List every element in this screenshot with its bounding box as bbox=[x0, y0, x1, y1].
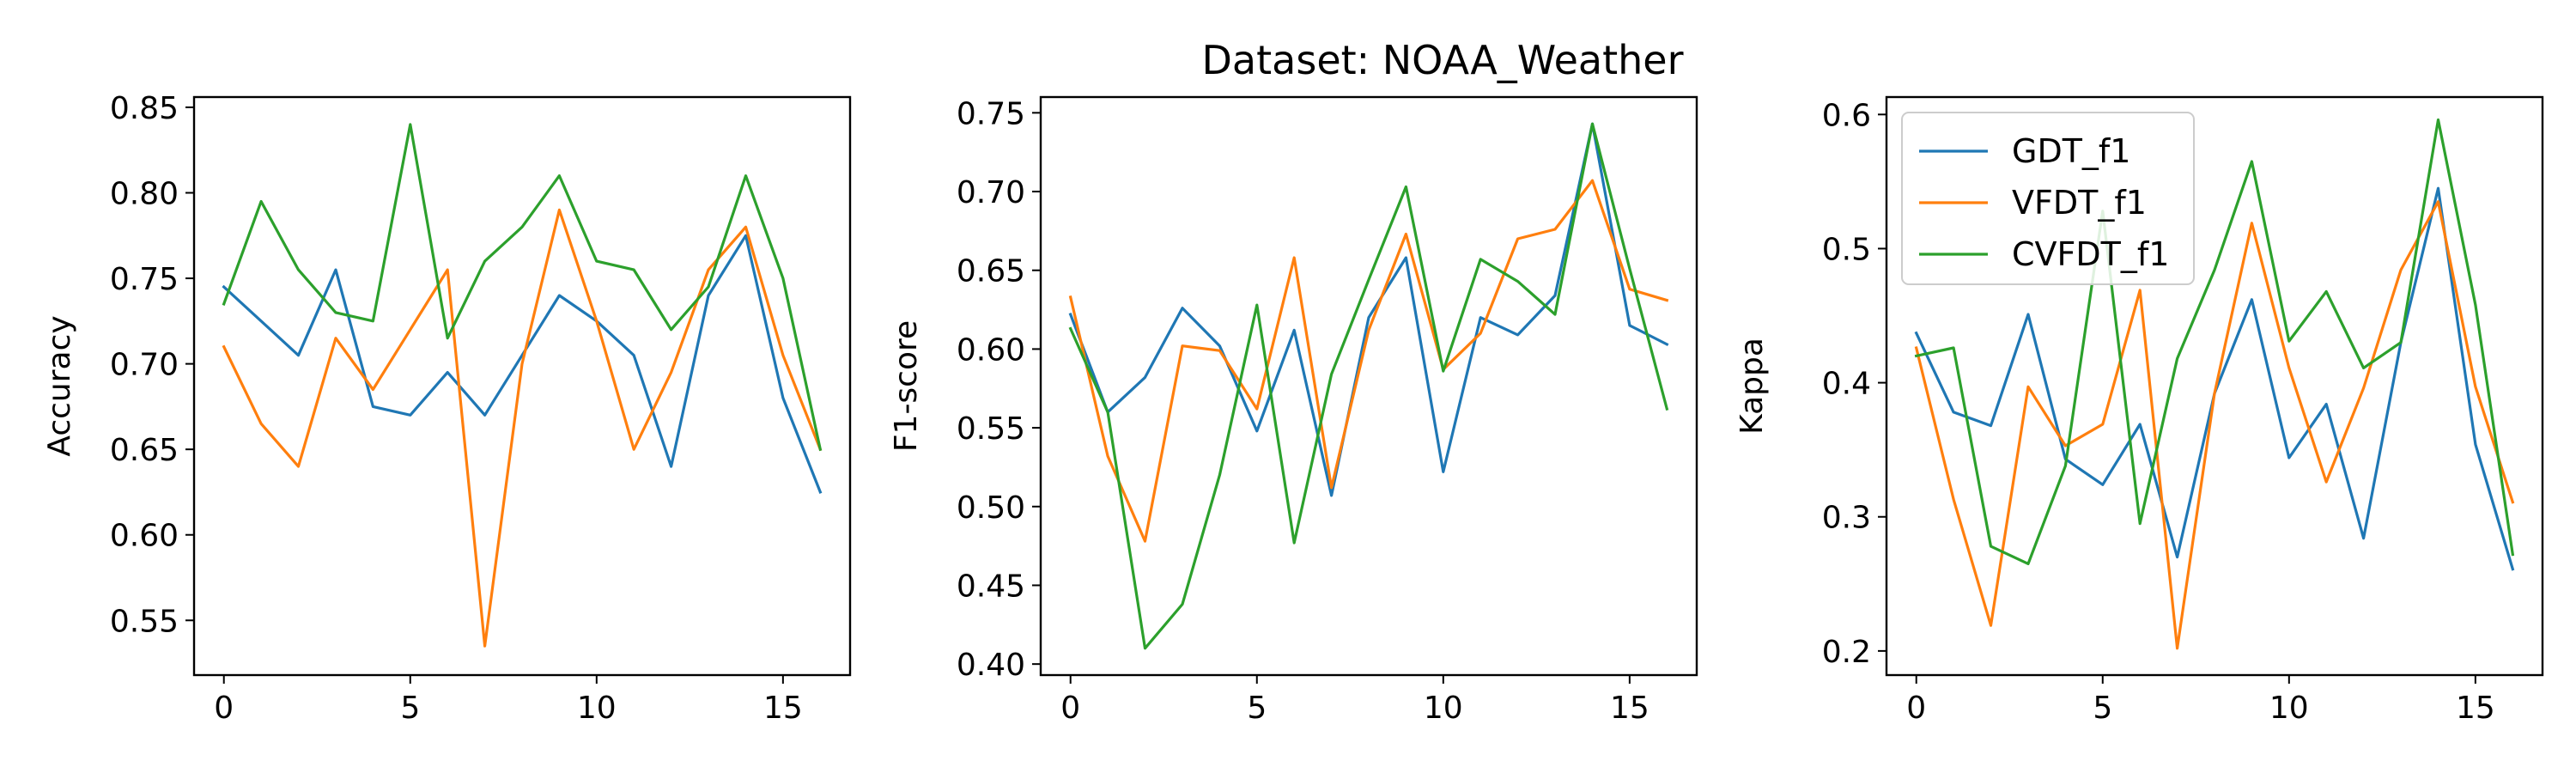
kappa-series-line-2 bbox=[1914, 118, 2515, 566]
f1-score-y-tick-label: 0.70 bbox=[957, 175, 1025, 210]
kappa-x-tick-label: 15 bbox=[2456, 691, 2495, 726]
f1-score-x-tick-label: 15 bbox=[1610, 691, 1649, 726]
f1-score-y-tick-label: 0.45 bbox=[957, 569, 1025, 604]
f1-score-y-tick-label: 0.60 bbox=[957, 332, 1025, 368]
f1-score-series-line-2 bbox=[1068, 122, 1669, 650]
accuracy-x-tick-label: 15 bbox=[763, 691, 803, 726]
accuracy-y-tick-label: 0.65 bbox=[110, 433, 179, 468]
accuracy-y-tick-label: 0.75 bbox=[110, 262, 179, 297]
kappa-series-line-1 bbox=[1914, 200, 2515, 650]
accuracy-axes-frame bbox=[192, 95, 852, 677]
f1-score-y-tick-label: 0.50 bbox=[957, 490, 1025, 526]
figure-title: Dataset: NOAA_Weather bbox=[1202, 37, 1684, 83]
accuracy-y-tick-label: 0.80 bbox=[110, 177, 179, 212]
kappa-y-tick-label: 0.5 bbox=[1822, 232, 1871, 267]
legend-label-cvfdt-f1: CVFDT_f1 bbox=[2012, 235, 2169, 273]
accuracy-y-axis-label: Accuracy bbox=[42, 315, 77, 456]
subplot-kappa: 0 5 10 15 0.2 0.3 0.4 0.5 0.6 Kappa GDT_f1 VFDT_f1 C… bbox=[1735, 95, 2544, 726]
accuracy-y-tick-label: 0.85 bbox=[110, 91, 179, 126]
kappa-y-tick-label: 0.4 bbox=[1822, 367, 1871, 402]
f1-score-y-axis-label: F1-score bbox=[889, 320, 924, 452]
accuracy-x-tick-label: 10 bbox=[577, 691, 617, 726]
f1-score-x-tick-label: 0 bbox=[1060, 691, 1080, 726]
kappa-legend-box bbox=[1901, 112, 2195, 285]
kappa-axes-frame bbox=[1885, 95, 2544, 677]
subplot-accuracy: 0 5 10 15 0.55 0.60 0.65 0.70 0.75 0.80 0.85 Accura… bbox=[42, 91, 852, 726]
subplot-f1-score: 0 5 10 15 0.40 0.45 0.50 0.55 0.60 0.65 0.70 0.75 F1… bbox=[889, 95, 1698, 726]
kappa-x-tick-label: 10 bbox=[2269, 691, 2309, 726]
accuracy-y-tick-label: 0.55 bbox=[110, 604, 179, 639]
accuracy-x-tick-label: 5 bbox=[400, 691, 420, 726]
legend-label-gdt-f1: GDT_f1 bbox=[2012, 132, 2130, 170]
legend-label-vfdt-f1: VFDT_f1 bbox=[2012, 184, 2147, 222]
accuracy-y-tick-label: 0.70 bbox=[110, 348, 179, 383]
f1-score-y-tick-label: 0.75 bbox=[957, 96, 1025, 131]
f1-score-plot-area bbox=[1041, 97, 1697, 675]
accuracy-series-line-1 bbox=[222, 208, 823, 648]
accuracy-x-tick-label: 0 bbox=[214, 691, 234, 726]
subplot-panels: 0 5 10 150.550.600.650.700.750.800.85Accura… bbox=[42, 91, 2544, 726]
kappa-x-tick-label: 0 bbox=[1906, 691, 1926, 726]
f1-score-axes-frame bbox=[1039, 95, 1698, 677]
f1-score-y-tick-label: 0.40 bbox=[957, 648, 1025, 683]
kappa-y-tick-label: 0.2 bbox=[1822, 635, 1871, 670]
f1-score-y-tick-label: 0.55 bbox=[957, 411, 1025, 447]
kappa-x-tick-label: 5 bbox=[2093, 691, 2112, 726]
kappa-y-tick-label: 0.3 bbox=[1822, 501, 1871, 536]
f1-score-series-line-1 bbox=[1068, 179, 1669, 543]
accuracy-y-tick-label: 0.60 bbox=[110, 519, 179, 554]
accuracy-series-line-2 bbox=[222, 123, 823, 452]
kappa-y-axis-label: Kappa bbox=[1735, 338, 1770, 435]
kappa-legend: GDT_f1 VFDT_f1 CVFDT_f1 bbox=[1901, 112, 2195, 285]
f1-score-y-tick-label: 0.65 bbox=[957, 254, 1025, 289]
f1-score-x-tick-label: 5 bbox=[1247, 691, 1267, 726]
f1-score-series-line-0 bbox=[1068, 122, 1669, 497]
kappa-y-tick-label: 0.6 bbox=[1822, 98, 1871, 133]
f1-score-x-tick-label: 10 bbox=[1424, 691, 1463, 726]
accuracy-plot-area bbox=[194, 97, 850, 675]
